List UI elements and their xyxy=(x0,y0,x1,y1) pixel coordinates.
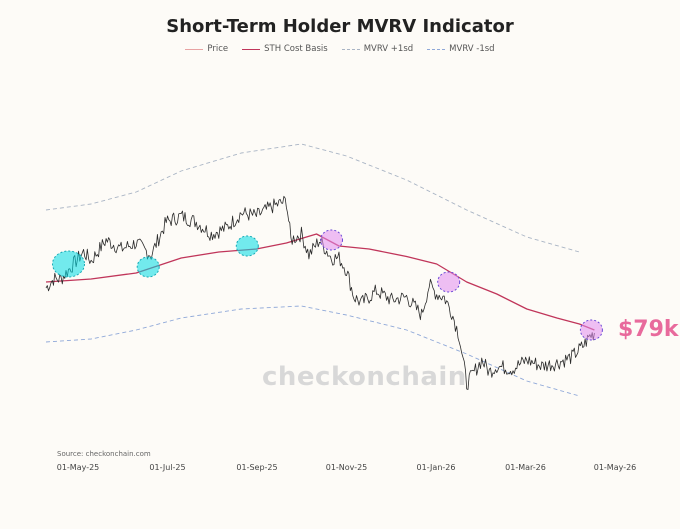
x-tick-label: 01-Nov-25 xyxy=(325,463,368,472)
legend-label-plus: MVRV +1sd xyxy=(363,44,414,54)
x-tick-label: 01-Sep-25 xyxy=(236,463,278,472)
highlight-circle xyxy=(136,256,160,278)
legend-label-price: Price xyxy=(207,44,229,54)
legend-mvrv-minus: MVRV -1sd xyxy=(427,44,495,54)
highlight-circle xyxy=(52,250,85,278)
x-tick-label: 01-May-26 xyxy=(593,463,637,472)
series-sth-cost-basis xyxy=(45,233,595,331)
chart-title: Short-Term Holder MVRV Indicator xyxy=(166,16,514,37)
legend-swatch-minus xyxy=(427,48,446,50)
legend-label-minus: MVRV -1sd xyxy=(449,44,495,54)
highlight-circle xyxy=(579,319,603,341)
x-tick-label: 01-Jan-26 xyxy=(416,463,456,472)
price-callout: $79k xyxy=(618,317,679,342)
highlight-circle xyxy=(437,271,461,293)
legend-swatch-plus xyxy=(341,48,360,50)
series-mvrv-1sd xyxy=(45,143,580,253)
source-note: Source: checkonchain.com xyxy=(57,450,151,458)
highlight-circle xyxy=(235,235,259,257)
x-tick-label: 01-Jul-25 xyxy=(149,463,186,472)
legend-mvrv-plus: MVRV +1sd xyxy=(341,44,414,54)
legend-swatch-sth xyxy=(242,48,261,50)
series-price xyxy=(45,195,595,390)
highlight-circle xyxy=(320,229,343,251)
watermark: checkonchain xyxy=(262,362,467,392)
x-tick-label: 01-May-25 xyxy=(56,463,100,472)
x-tick-label: 01-Mar-26 xyxy=(505,463,546,472)
legend: Price STH Cost Basis MVRV +1sd MVRV -1sd xyxy=(0,44,680,54)
legend-label-sth: STH Cost Basis xyxy=(264,44,328,54)
legend-price: Price xyxy=(185,44,228,54)
legend-sth-cost-basis: STH Cost Basis xyxy=(242,44,328,54)
legend-swatch-price xyxy=(185,48,204,50)
